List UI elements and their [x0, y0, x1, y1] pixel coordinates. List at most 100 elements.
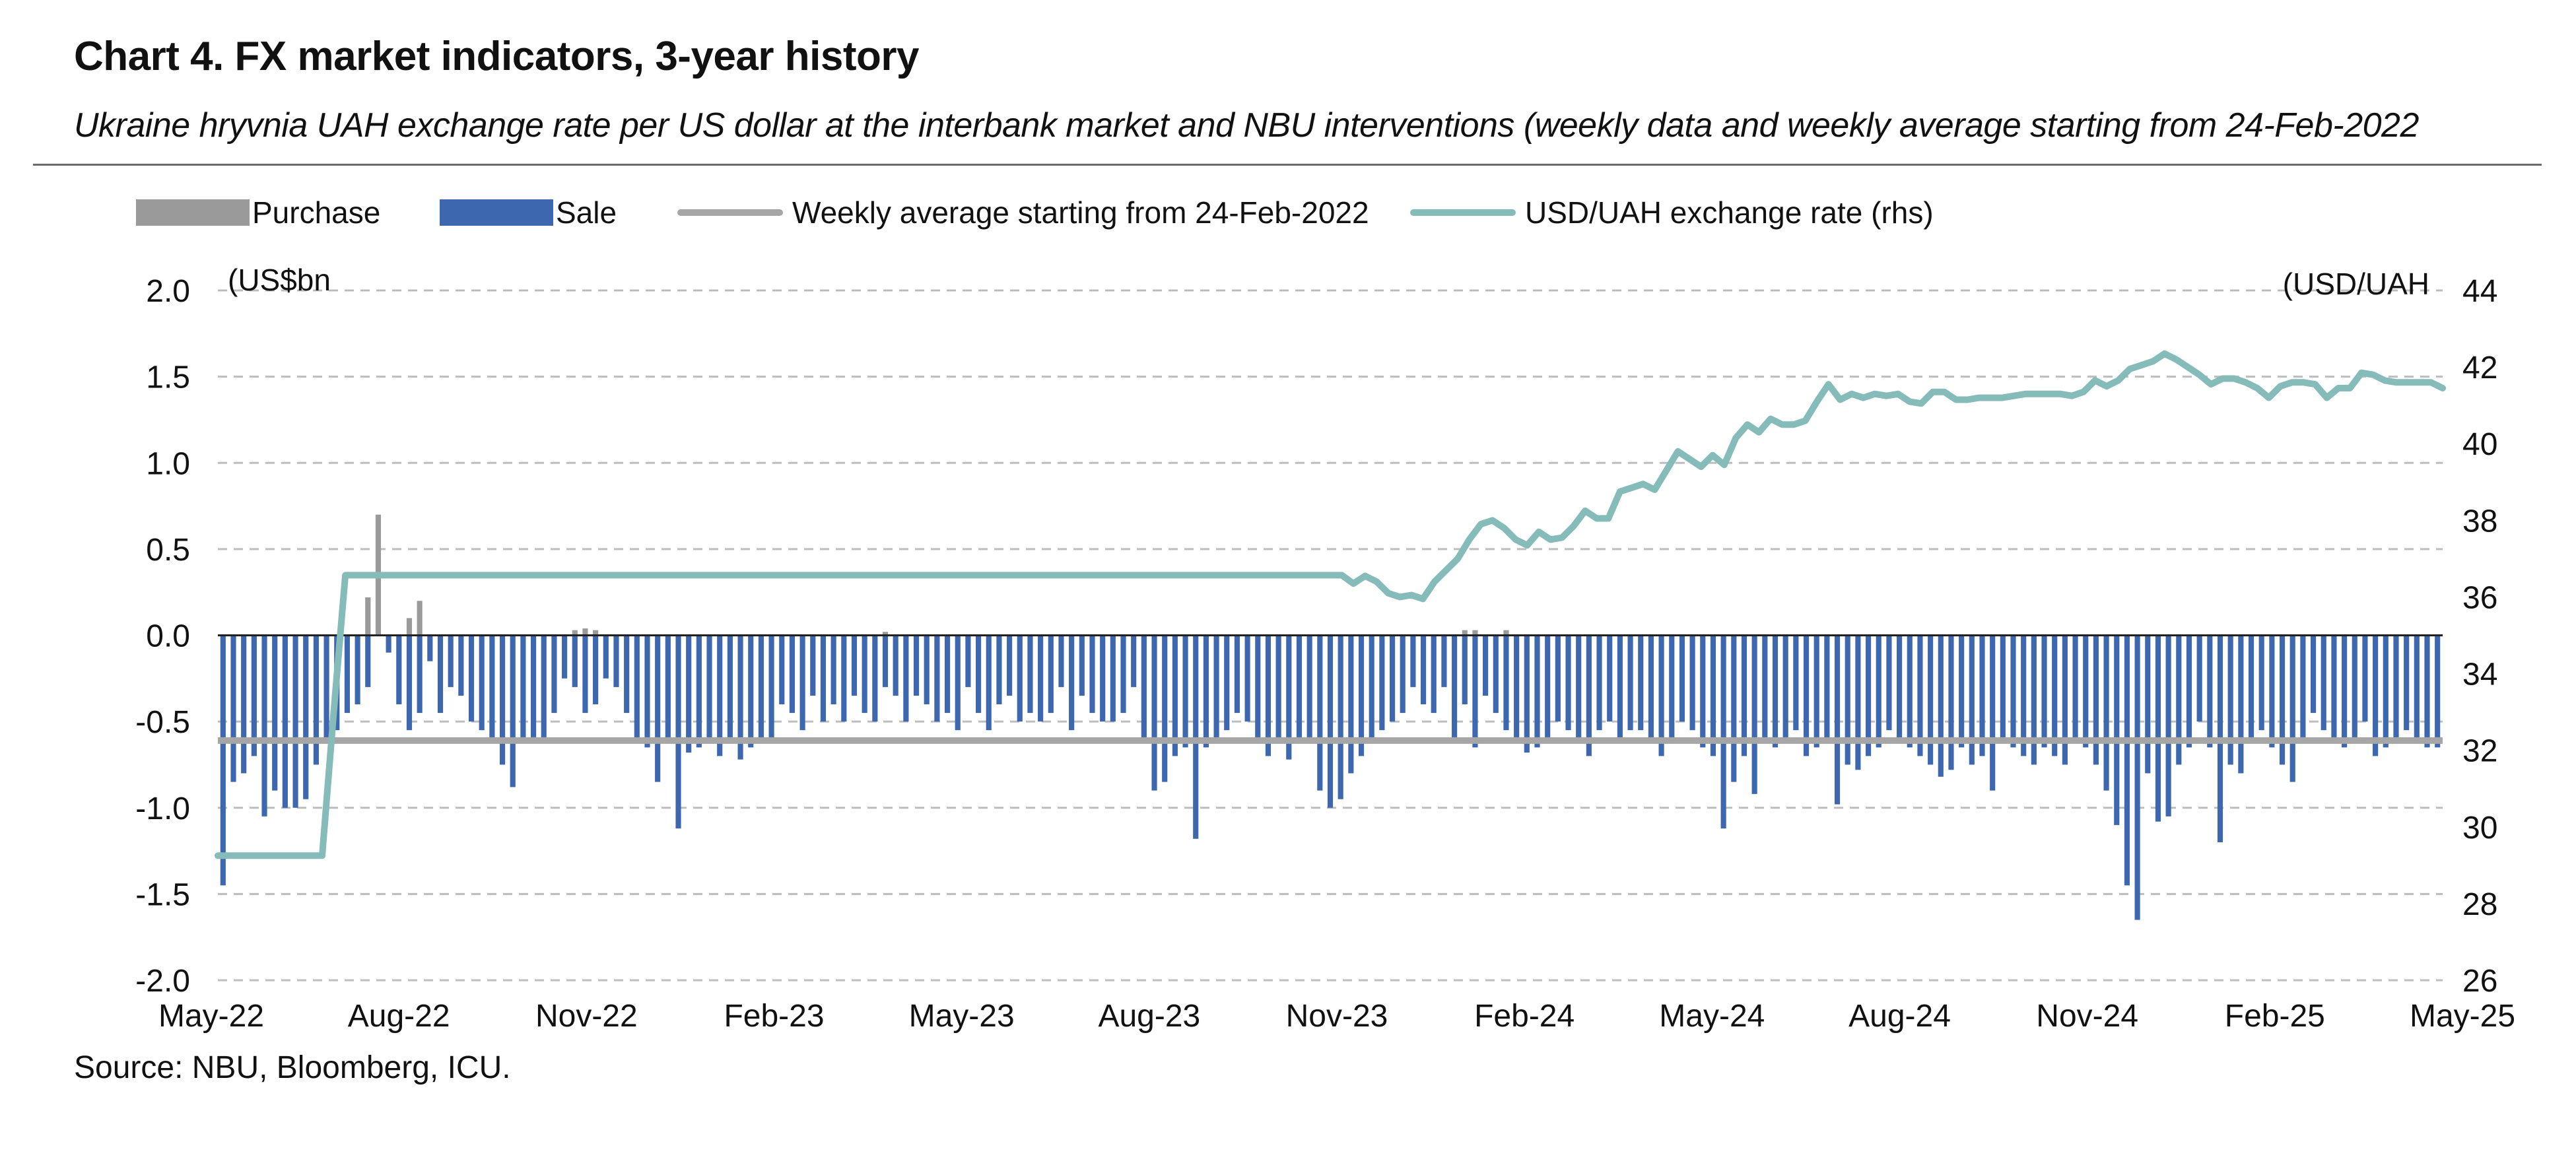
legend-item-purchase[interactable]: Purchase [136, 193, 380, 232]
sale-bar [634, 635, 640, 739]
sale-bar [737, 635, 743, 760]
sale-bar [2331, 635, 2337, 739]
sale-bar [717, 635, 723, 756]
sale-bar [2383, 635, 2389, 748]
left-tick-label: -1.0 [135, 791, 190, 826]
x-tick-label: Feb-23 [724, 999, 824, 1034]
sale-bar [1234, 635, 1240, 714]
sale-bar [1555, 635, 1561, 722]
purchase-bar [882, 632, 889, 636]
sale-bar [903, 635, 909, 722]
sale-bar [2103, 635, 2109, 791]
sale-bar [292, 635, 298, 808]
sale-bar [603, 635, 609, 679]
sale-bar [1907, 635, 1913, 748]
sale-bar [975, 635, 982, 714]
sale-bar [1306, 635, 1312, 739]
chart-legend: Purchase Sale Weekly average starting fr… [0, 193, 2576, 232]
x-tick-label: May-24 [1659, 999, 1765, 1034]
sale-bar [2279, 635, 2286, 765]
sale-bar [1369, 635, 1374, 739]
sale-bar [1017, 635, 1023, 722]
sale-bar [2342, 635, 2348, 748]
chart-subtitle: Ukraine hryvnia UAH exchange rate per US… [74, 106, 2419, 145]
sale-bar [1731, 635, 1737, 782]
sale-bar [1151, 635, 1157, 791]
sale-bar [1483, 635, 1489, 696]
legend-item-fx-rate[interactable]: USD/UAH exchange rate (rhs) [1410, 193, 1934, 232]
sale-bar [499, 635, 506, 765]
legend-label-purchase: Purchase [252, 195, 381, 230]
sale-bar [417, 635, 423, 714]
sale-bar [1627, 635, 1633, 731]
sale-bar [1131, 635, 1137, 687]
title-divider [33, 164, 2542, 166]
sale-bar [799, 635, 805, 731]
sale-bar [768, 635, 774, 739]
sale-bar [1120, 635, 1126, 714]
left-tick-label: 0.5 [146, 533, 190, 568]
sale-bar [1286, 635, 1292, 760]
sale-bar [272, 635, 278, 791]
sale-bar [1379, 635, 1385, 731]
x-tick-label: May-25 [2410, 999, 2515, 1034]
sale-bar [1400, 635, 1406, 714]
sale-bar [355, 635, 360, 704]
legend-item-sale[interactable]: Sale [440, 193, 617, 232]
sale-bar [303, 635, 309, 799]
sale-bar [1834, 635, 1841, 805]
sale-bar [1824, 635, 1830, 739]
sale-bar [396, 635, 402, 704]
sale-bar [2124, 635, 2130, 886]
sale-bar [1265, 635, 1271, 756]
sale-bar [2072, 635, 2078, 739]
x-tick-label: Aug-22 [348, 999, 450, 1034]
sale-bar [1751, 635, 1757, 794]
legend-label-sale: Sale [556, 195, 617, 230]
sale-bar [1058, 635, 1064, 687]
sale-bar [1141, 635, 1147, 739]
right-tick-label: 38 [2462, 504, 2497, 539]
sale-bar [2031, 635, 2037, 765]
sale-bar [2186, 635, 2192, 748]
sale-bar [2393, 635, 2399, 739]
sale-bar [2289, 635, 2295, 782]
sale-bar [1007, 635, 1013, 696]
sale-bar [841, 635, 847, 722]
sale-bar [1638, 635, 1644, 731]
sale-bar [655, 635, 661, 782]
sale-bar [2362, 635, 2368, 722]
sale-bar [323, 635, 329, 739]
left-tick-label: -2.0 [135, 964, 190, 999]
sale-bar [1244, 635, 1250, 722]
legend-item-weekly-average[interactable]: Weekly average starting from 24-Feb-2022 [677, 193, 1369, 232]
purchase-bar [406, 618, 413, 636]
sale-bar [1545, 635, 1551, 739]
sale-bar [1079, 635, 1085, 696]
sale-bar [1782, 635, 1788, 739]
sale-bar [1213, 635, 1219, 739]
sale-bar [862, 635, 867, 714]
sale-bar [1886, 635, 1892, 731]
right-tick-label: 28 [2462, 887, 2497, 922]
sale-bar [2021, 635, 2027, 756]
sale-bar [1845, 635, 1850, 765]
sale-bar [386, 635, 391, 653]
sale-bar [1876, 635, 1881, 748]
sale-bar [1193, 635, 1199, 839]
right-tick-label: 32 [2462, 734, 2497, 769]
sale-bar [562, 635, 568, 679]
sale-bar [365, 635, 371, 687]
sale-bar [1596, 635, 1602, 731]
sale-bar [696, 635, 702, 748]
right-tick-label: 40 [2462, 427, 2497, 462]
sale-bar [1038, 635, 1044, 722]
sale-bar [1772, 635, 1779, 748]
sale-bar [479, 635, 485, 731]
sale-bar [1069, 635, 1075, 731]
sale-bar [1689, 635, 1695, 731]
sale-bar [1720, 635, 1726, 829]
sale-bar [1576, 635, 1582, 743]
legend-swatch-sale [440, 199, 553, 226]
